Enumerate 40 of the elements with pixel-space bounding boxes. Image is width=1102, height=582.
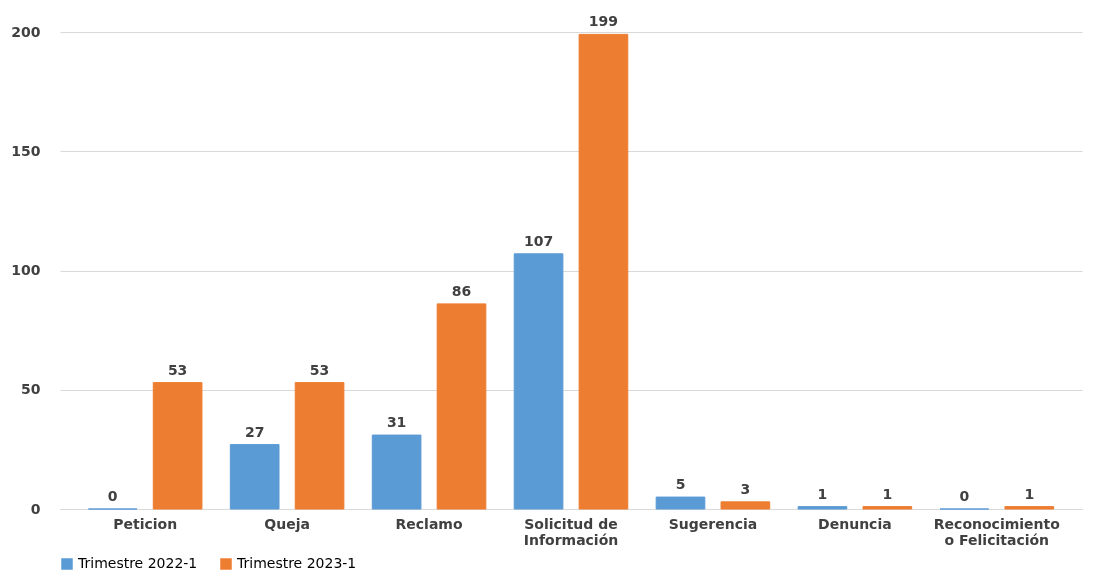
bar — [229, 444, 280, 510]
data-label: 0 — [959, 488, 970, 504]
y-tick-label: 50 — [21, 381, 41, 398]
bar — [797, 506, 848, 510]
x-tick-label: Denuncia — [818, 515, 892, 532]
data-label: 5 — [675, 476, 686, 493]
x-tick-label: Sugerencia — [668, 515, 758, 532]
data-label: 199 — [588, 13, 619, 30]
data-label: 1 — [817, 485, 828, 502]
data-label: 1 — [882, 485, 893, 502]
x-tick-label: Reconocimiento o Felicitación — [933, 515, 1061, 548]
bar — [655, 496, 706, 510]
bar — [1004, 506, 1055, 510]
x-tick-label: Solicitud de Información — [523, 515, 619, 548]
data-label: 3 — [740, 480, 751, 497]
data-label: 27 — [244, 423, 265, 440]
legend-label: Trimestre 2023-1 — [236, 555, 357, 571]
data-label: 53 — [309, 361, 330, 378]
bar — [371, 434, 422, 510]
data-label: 86 — [451, 282, 472, 299]
data-label: 0 — [107, 488, 118, 504]
bar — [720, 501, 771, 510]
bar — [294, 382, 345, 510]
x-tick-label: Peticion — [113, 515, 178, 532]
y-tick-label: 0 — [30, 500, 41, 517]
data-label: 31 — [386, 414, 407, 431]
bar — [578, 33, 629, 510]
bar — [152, 382, 203, 510]
y-tick-label: 150 — [11, 142, 41, 159]
x-tick-label: Queja — [264, 515, 310, 532]
y-tick-label: 100 — [11, 262, 41, 278]
data-label: 107 — [523, 232, 554, 249]
bar — [513, 253, 564, 510]
data-label: 1 — [1024, 485, 1035, 502]
data-label: 53 — [167, 361, 188, 378]
bar — [862, 506, 913, 510]
y-tick-label: 200 — [11, 23, 41, 40]
legend-label: Trimestre 2022-1 — [77, 555, 198, 571]
bar — [436, 303, 487, 510]
x-tick-label: Reclamo — [395, 515, 463, 532]
